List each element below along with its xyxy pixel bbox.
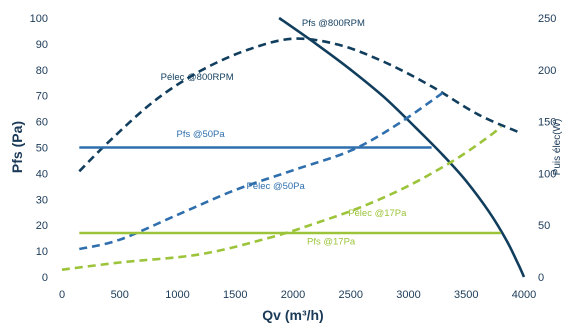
series-annotation: Pélec @17Pa: [348, 208, 407, 219]
x-tick-label: 1500: [223, 289, 247, 301]
x-tick-label: 2000: [281, 289, 305, 301]
y-tick-label: 30: [36, 194, 48, 206]
y-axis-title: Pfs (Pa): [9, 121, 25, 173]
x-tick-label: 4000: [512, 289, 536, 301]
y2-tick-label: 0: [538, 272, 544, 284]
series-lines: [61, 16, 526, 278]
series-annotation: Pfs @17Pa: [307, 237, 356, 248]
y2-tick-label: 50: [538, 220, 550, 232]
y2-tick-label: 200: [538, 65, 556, 77]
y-tick-label: 70: [36, 91, 48, 103]
x-axis-ticks: 0 500 1000 1500 2000 2500 3000 3500 4000: [59, 289, 536, 301]
y-tick-label: 50: [36, 143, 48, 155]
series-annotation: Pfs @800RPM: [302, 18, 365, 29]
y2-tick-label: 150: [538, 117, 556, 129]
x-tick-label: 500: [111, 289, 129, 301]
series-line-0: [278, 16, 526, 278]
series-line-3: [79, 91, 444, 251]
series-line-5: [61, 125, 502, 271]
x-tick-label: 3500: [454, 289, 478, 301]
x-tick-label: 0: [59, 289, 65, 301]
series-line-1: [78, 37, 519, 173]
x-axis-title: Qv (m³/h): [262, 307, 323, 323]
x-tick-label: 1000: [165, 289, 189, 301]
y-tick-label: 90: [36, 39, 48, 51]
series-annotation: Pélec @50Pa: [247, 181, 306, 192]
right-axis-ticks: 0 50 100 150 200 250: [538, 13, 556, 284]
y-tick-label: 80: [36, 65, 48, 77]
y-tick-label: 40: [36, 168, 48, 180]
y2-tick-label: 100: [538, 168, 556, 180]
x-tick-label: 3000: [396, 289, 420, 301]
y-tick-label: 100: [30, 13, 48, 25]
y-tick-label: 20: [36, 220, 48, 232]
left-axis-ticks: 0 10 20 30 40 50 60 70 80 90 100: [30, 13, 48, 284]
series-annotation: Pfs @50Pa: [176, 129, 225, 140]
y2-axis-title: Puis élec(W): [552, 119, 563, 176]
series-annotation: Pélec @800RPM: [161, 72, 234, 83]
y2-tick-label: 250: [538, 13, 556, 25]
y-tick-label: 10: [36, 246, 48, 258]
y-tick-label: 0: [42, 272, 48, 284]
y-tick-label: 60: [36, 117, 48, 129]
x-tick-label: 2500: [339, 289, 363, 301]
series-annotations: Pfs @800RPM Pélec @800RPM Pfs @50Pa Pélec @…: [161, 18, 408, 248]
